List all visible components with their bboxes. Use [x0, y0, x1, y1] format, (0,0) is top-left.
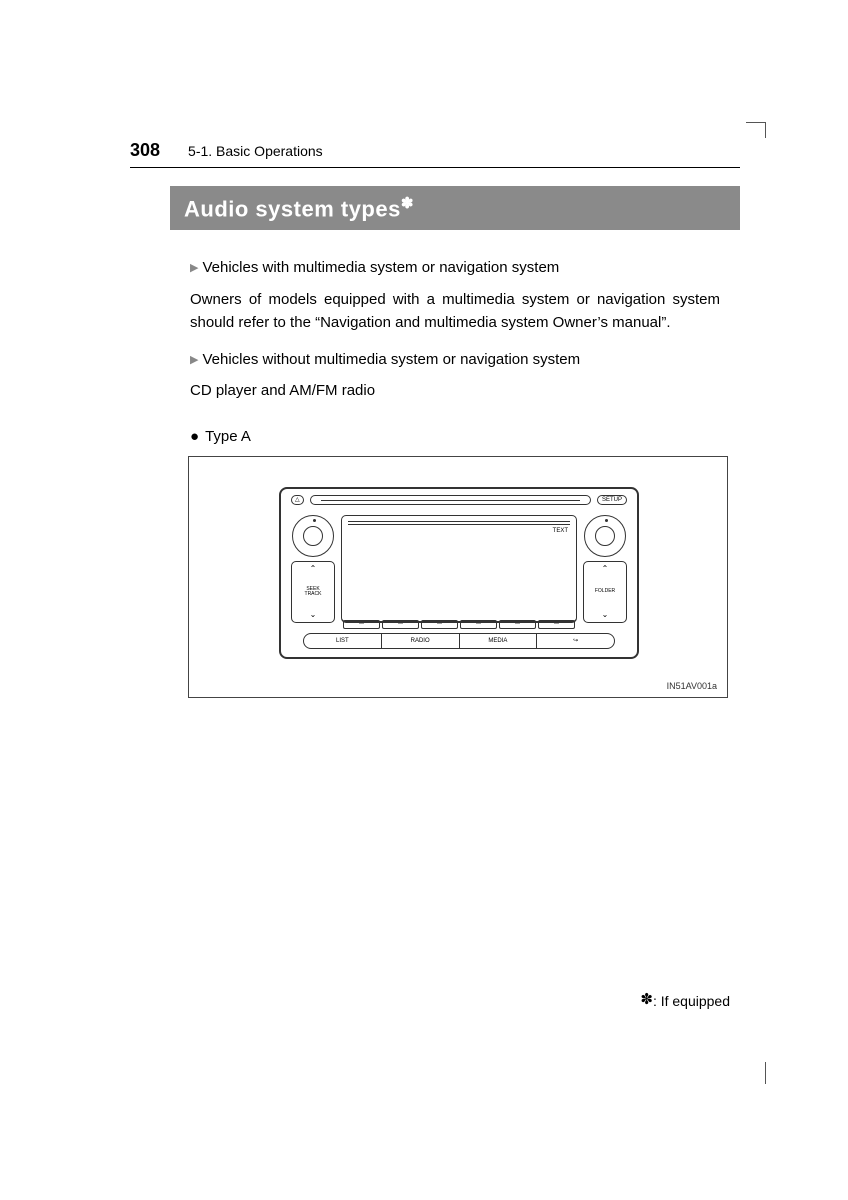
knob-indicator-icon [605, 519, 608, 522]
cd-slot [310, 495, 591, 505]
car-stereo-illustration: △ SETUP ⌃ SEEK TRACK ⌄ TEXT [279, 487, 639, 659]
paragraph-2: CD player and AM/FM radio [190, 379, 720, 402]
down-chevron-icon: ⌄ [586, 611, 624, 619]
footnote-text: : If equipped [653, 993, 730, 1009]
page-content: 308 5-1. Basic Operations Audio system t… [130, 140, 740, 698]
eject-icon: △ [295, 497, 300, 503]
subhead-1: ▶Vehicles with multimedia system or navi… [190, 256, 720, 279]
knob-indicator-icon [313, 519, 316, 522]
eject-button: △ [291, 495, 304, 505]
footnote: ✽: If equipped [640, 990, 730, 1009]
page-number: 308 [130, 140, 160, 161]
down-chevron-icon: ⌄ [294, 611, 332, 619]
title-footnote-marker: ✽ [401, 195, 414, 212]
section-path: 5-1. Basic Operations [188, 143, 323, 159]
preset-3: — [421, 620, 458, 629]
preset-2: — [382, 620, 419, 629]
triangle-bullet-icon: ▶ [190, 260, 198, 277]
stereo-top-row: △ SETUP [291, 495, 627, 505]
triangle-bullet-icon: ▶ [190, 352, 198, 369]
section-title-bar: Audio system types✽ [170, 186, 740, 230]
subhead-1-text: Vehicles with multimedia system or navig… [202, 259, 559, 276]
seek-track-label: SEEK TRACK [294, 587, 332, 597]
preset-6: — [538, 620, 575, 629]
display-text-label: TEXT [553, 528, 568, 534]
preset-row: — — — — — — [343, 620, 575, 629]
footnote-marker: ✽ [640, 991, 653, 1008]
subhead-2-text: Vehicles without multimedia system or na… [202, 351, 580, 368]
body-content: ▶Vehicles with multimedia system or navi… [190, 256, 720, 448]
stereo-mid-row: ⌃ SEEK TRACK ⌄ TEXT ⌃ FOLDER ⌄ [291, 515, 627, 623]
stereo-display: TEXT [341, 515, 577, 623]
figure-id: IN51AV001a [667, 681, 717, 691]
subhead-2: ▶Vehicles without multimedia system or n… [190, 348, 720, 371]
crop-mark-top-right [746, 122, 766, 138]
right-knob-column: ⌃ FOLDER ⌄ [583, 515, 627, 623]
filled-circle-bullet-icon: ● [190, 428, 199, 445]
up-chevron-icon: ⌃ [294, 565, 332, 573]
list-button: LIST [304, 634, 382, 648]
seek-track-rocker: ⌃ SEEK TRACK ⌄ [291, 561, 335, 623]
paragraph-1: Owners of models equipped with a multime… [190, 288, 720, 335]
folder-rocker: ⌃ FOLDER ⌄ [583, 561, 627, 623]
preset-1: — [343, 620, 380, 629]
display-lines-icon [348, 521, 570, 525]
setup-button: SETUP [597, 495, 627, 505]
preset-5: — [499, 620, 536, 629]
left-knob [292, 515, 334, 557]
up-chevron-icon: ⌃ [586, 565, 624, 573]
folder-label: FOLDER [586, 589, 624, 594]
left-knob-column: ⌃ SEEK TRACK ⌄ [291, 515, 335, 623]
section-title: Audio system types [184, 196, 401, 221]
crop-mark-bottom-right [764, 1062, 766, 1084]
back-arrow-icon: ↪ [573, 637, 578, 644]
type-a-text: Type A [205, 428, 251, 445]
right-knob [584, 515, 626, 557]
preset-4: — [460, 620, 497, 629]
media-button: MEDIA [460, 634, 538, 648]
figure-container: △ SETUP ⌃ SEEK TRACK ⌄ TEXT [188, 456, 728, 698]
bottom-button-strip: LIST RADIO MEDIA ↪ [303, 633, 615, 649]
radio-button: RADIO [382, 634, 460, 648]
page-header: 308 5-1. Basic Operations [130, 140, 740, 168]
type-a-label: ● Type A [190, 425, 720, 448]
back-button: ↪ [537, 634, 614, 648]
